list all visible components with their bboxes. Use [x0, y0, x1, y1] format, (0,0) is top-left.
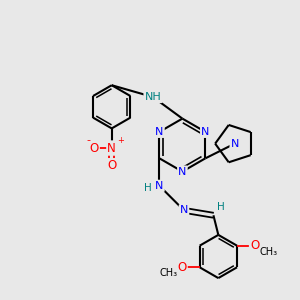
Text: O: O — [250, 239, 259, 252]
Text: N: N — [231, 139, 239, 148]
Text: O: O — [107, 159, 116, 172]
Text: N: N — [180, 206, 188, 215]
Text: CH₃: CH₃ — [260, 247, 278, 256]
Text: N: N — [178, 167, 187, 177]
Text: H: H — [218, 202, 225, 212]
Text: N: N — [155, 181, 164, 191]
Text: N: N — [201, 127, 209, 137]
Text: H: H — [144, 183, 152, 193]
Text: +: + — [118, 136, 124, 145]
Text: N: N — [155, 127, 164, 137]
Text: N: N — [107, 142, 116, 154]
Text: NH: NH — [145, 92, 161, 102]
Text: O: O — [177, 261, 187, 274]
Text: CH₃: CH₃ — [159, 268, 177, 278]
Text: -: - — [86, 135, 90, 145]
Text: O: O — [89, 142, 99, 154]
